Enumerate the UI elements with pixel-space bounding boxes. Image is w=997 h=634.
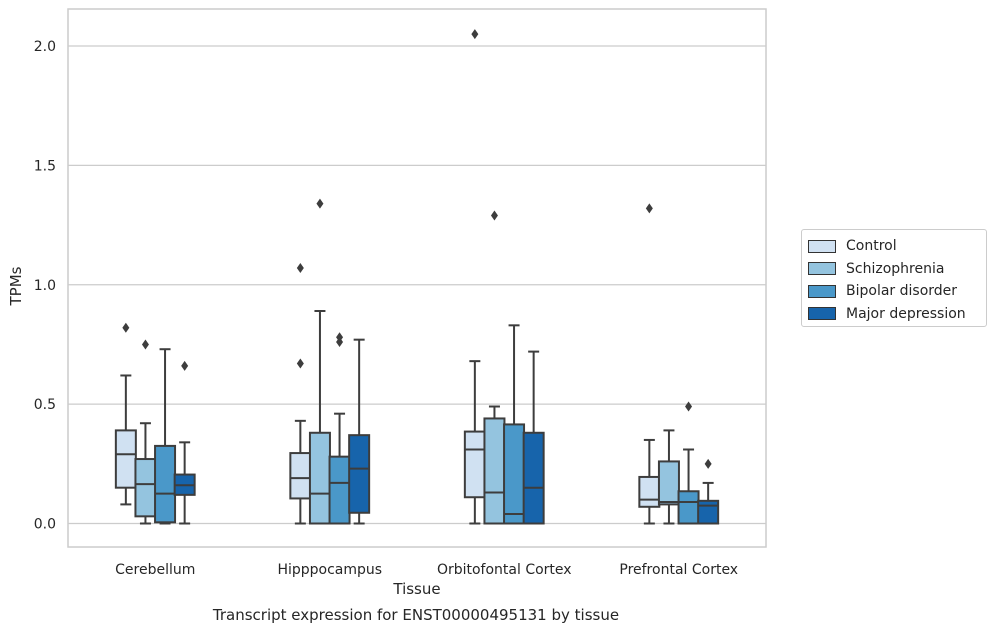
outlier-point: [296, 263, 304, 274]
outlier-point: [471, 29, 479, 40]
outlier-point: [336, 332, 344, 343]
box-control: [114, 429, 137, 489]
box-schizophrenia: [657, 460, 680, 506]
box-bipolar-disorder: [154, 444, 177, 524]
legend-item-control: Control: [808, 235, 986, 258]
x-tick-label: Prefrontal Cortex: [619, 562, 738, 578]
box-schizophrenia: [134, 458, 157, 518]
x-tick-label: Cerebellum: [115, 562, 195, 578]
y-axis-label: TPMs: [7, 266, 25, 306]
box-major-depression: [697, 499, 720, 525]
x-tick-label: Hipppocampus: [277, 562, 382, 578]
legend-item-schizophrenia: Schizophrenia: [808, 258, 986, 281]
y-tick-label: 2.0: [34, 39, 56, 55]
box-schizophrenia: [308, 431, 331, 525]
y-tick-label: 1.0: [34, 278, 56, 294]
legend-swatch-schizophrenia: [808, 262, 836, 276]
box-bipolar-disorder: [328, 455, 351, 525]
box-bipolar-disorder: [503, 423, 526, 525]
outlier-point: [122, 322, 130, 333]
y-tick-label: 0.0: [34, 517, 56, 533]
legend-swatch-bipolar-disorder: [808, 284, 836, 298]
legend-swatch-control: [808, 239, 836, 253]
box-control: [638, 475, 661, 508]
outlier-point: [181, 360, 189, 371]
legend-label-bipolar-disorder: Bipolar disorder: [846, 283, 958, 300]
plot-frame: [67, 8, 767, 548]
legend-swatch-major-depression: [808, 307, 836, 321]
outlier-point: [704, 458, 712, 469]
box-schizophrenia: [483, 417, 506, 525]
x-axis-label: Tissue: [393, 580, 441, 598]
outlier-point: [685, 401, 693, 412]
chart-caption: Transcript expression for ENST0000049513…: [212, 606, 620, 624]
box-bipolar-disorder: [677, 490, 700, 525]
box-control: [463, 430, 486, 499]
box-control: [289, 452, 312, 500]
outlier-point: [645, 203, 653, 214]
outlier-point: [490, 210, 498, 221]
legend-label-control: Control: [846, 238, 897, 255]
outlier-point: [316, 198, 324, 209]
legend-label-schizophrenia: Schizophrenia: [846, 260, 945, 277]
box-major-depression: [348, 434, 371, 514]
legend-label-major-depression: Major depression: [846, 305, 966, 322]
y-tick-label: 0.5: [34, 397, 56, 413]
legend: Control Schizophrenia Bipolar disorder M…: [801, 229, 987, 327]
box-major-depression: [522, 431, 545, 525]
legend-item-bipolar-disorder: Bipolar disorder: [808, 280, 986, 303]
y-tick-label: 1.5: [34, 158, 56, 174]
outlier-point: [296, 358, 304, 369]
legend-item-major-depression: Major depression: [808, 303, 986, 326]
x-tick-label: Orbitofontal Cortex: [437, 562, 572, 578]
outlier-point: [141, 339, 149, 350]
